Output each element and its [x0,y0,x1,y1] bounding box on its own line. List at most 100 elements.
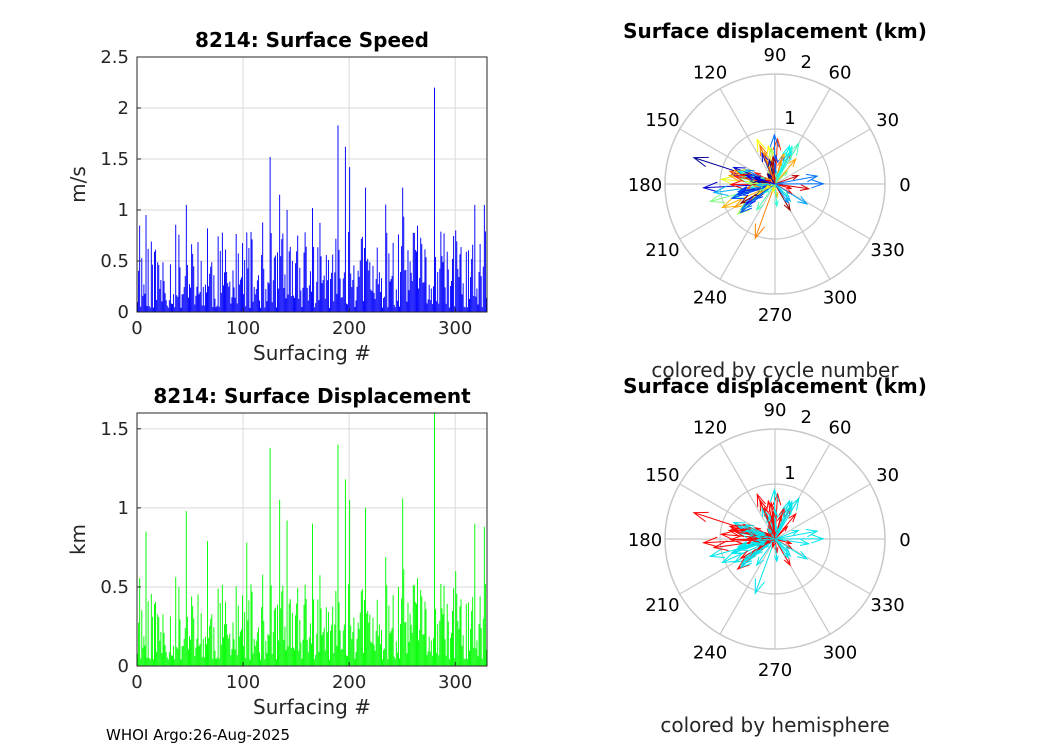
y-tick-label: 1 [118,498,129,519]
bar [380,278,382,312]
bar [442,262,444,312]
ring-label: 2 [800,407,811,428]
bar [432,638,434,666]
bar [322,632,324,666]
bar [470,277,472,312]
bar [334,624,336,666]
bar [412,232,414,312]
bar [190,639,192,666]
bar [395,289,397,312]
bar [454,306,456,312]
bar [464,659,466,666]
bar [473,647,475,666]
bar [394,658,396,666]
bar [187,297,189,312]
bar [478,624,480,666]
y-tick-label: 1.5 [100,149,129,170]
polar-title: Surface displacement (km) [623,19,927,43]
bar [406,301,408,312]
bar [472,244,474,312]
bar [213,275,215,312]
bar [403,216,405,312]
bar [232,622,234,666]
bar [281,239,283,312]
bar [279,194,281,312]
bar [438,655,440,666]
plot-area [137,57,487,312]
bar [141,610,143,666]
bar [228,638,230,666]
bar [151,264,153,312]
bar [158,617,160,666]
polar-spoke [719,443,776,540]
bar [441,256,443,312]
bar [390,279,392,312]
bar [289,246,291,312]
bar [238,636,240,666]
bar [174,307,176,312]
bar [246,232,248,312]
bar [426,303,428,312]
bar [344,479,346,666]
bar [256,632,258,666]
bar [423,282,425,312]
bar [250,584,252,666]
bar [261,254,263,312]
bar [450,280,452,312]
bar [248,600,250,666]
bar [185,511,187,666]
bar [420,237,422,312]
displacement-arrow [774,538,809,560]
bar [186,617,188,666]
bar [253,638,255,666]
bar [260,307,262,312]
bar [191,244,193,312]
bar [257,275,259,312]
angle-label: 60 [829,62,852,83]
bar [159,288,161,312]
bar [194,656,196,666]
y-tick-label: 2.5 [100,47,129,68]
bar [369,262,371,312]
bar [219,603,221,666]
bar [175,224,177,312]
bar [390,631,392,666]
bar [445,655,447,666]
x-tick-label: 300 [438,318,472,339]
bar [344,146,346,312]
bar [322,280,324,312]
bar [306,639,308,666]
angle-label: 120 [693,417,727,438]
bar [380,630,382,666]
bar [465,603,467,666]
bar [269,156,271,312]
bar [314,659,316,666]
bar [300,642,302,666]
bar [422,634,424,666]
displacement-arrow [770,154,777,185]
bar [420,590,422,666]
bar [208,286,210,312]
bar [176,295,178,312]
y-axis-label: m/s [66,166,90,203]
bar [471,611,473,666]
y-tick-label: 0 [118,302,129,323]
bar [454,658,456,666]
bar [485,297,487,312]
x-tick-label: 200 [332,318,366,339]
bar [201,657,203,666]
bar [355,300,357,312]
bar [452,611,454,666]
bar [342,630,344,666]
bar-series [137,87,487,312]
bar [464,307,466,312]
displacement-arrow [754,183,776,240]
bar [476,640,478,666]
bar [326,632,328,666]
bar [362,301,364,312]
bar [321,635,323,666]
bar [365,507,367,666]
bar [335,591,337,666]
bar [339,278,341,312]
